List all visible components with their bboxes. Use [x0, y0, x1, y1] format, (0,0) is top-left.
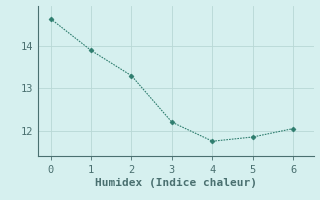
X-axis label: Humidex (Indice chaleur): Humidex (Indice chaleur): [95, 178, 257, 188]
